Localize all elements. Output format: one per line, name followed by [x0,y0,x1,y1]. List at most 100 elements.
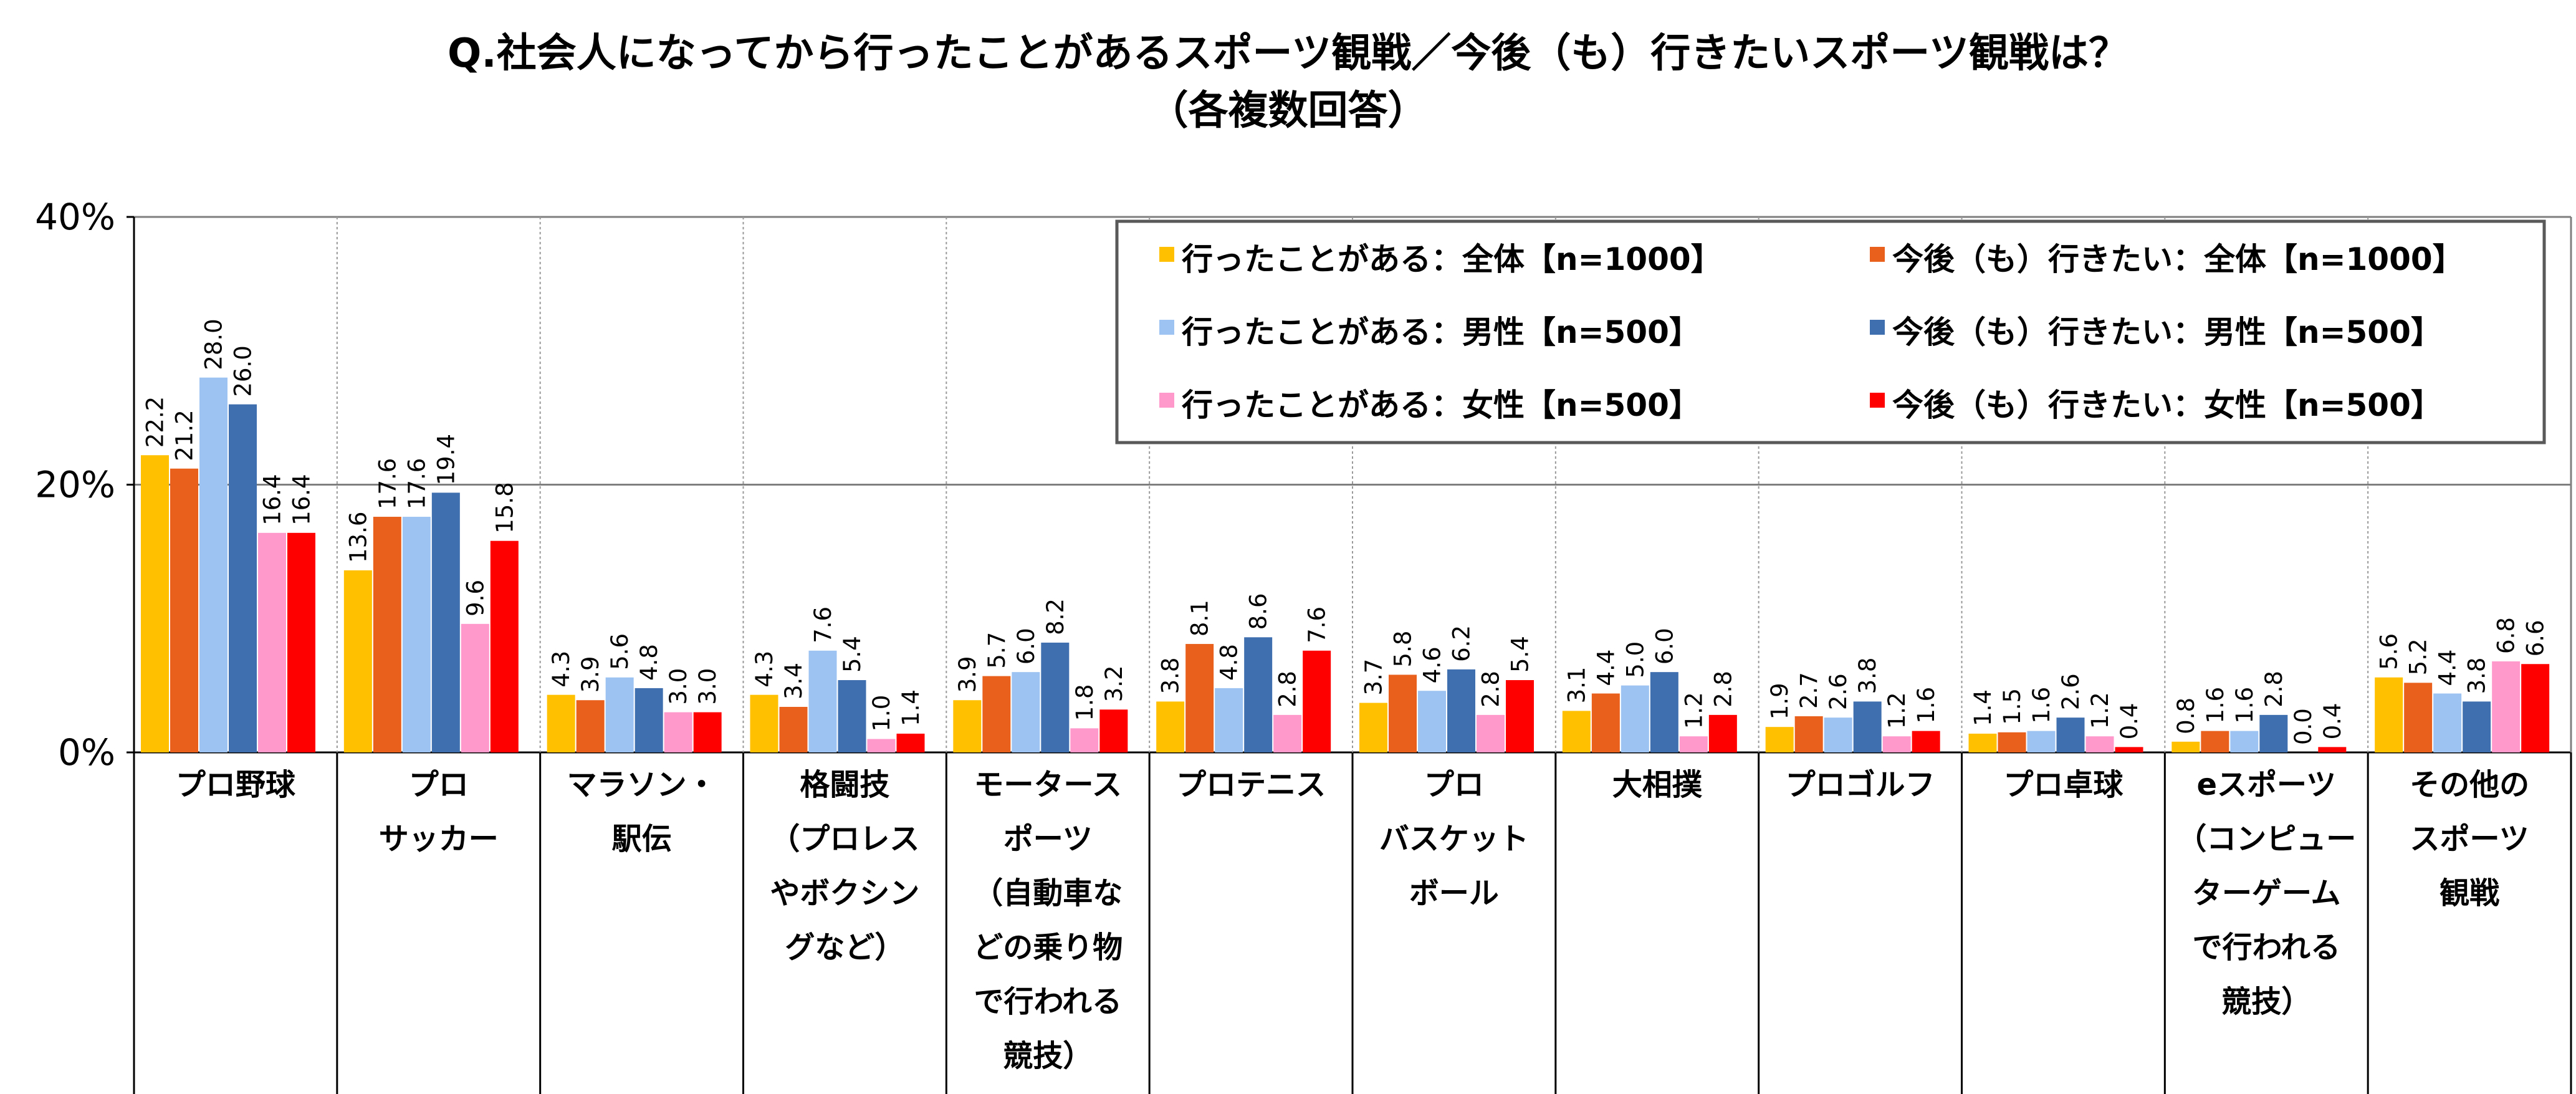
bar-9-series-2 [1794,716,1823,752]
data-label: 2.8 [1275,671,1301,708]
bar-2-series-2 [373,517,401,752]
bar-9-series-5 [1882,736,1911,752]
bar-3-series-2 [576,700,605,752]
data-label: 6.0 [1651,628,1678,665]
bar-1-series-1 [141,455,169,752]
chart-title-line-2: （各複数回答） [1148,88,1428,134]
category-label-line: モータース [974,767,1122,802]
data-label: 3.8 [1157,658,1184,694]
data-label: 4.8 [1216,644,1243,681]
bar-10-series-3 [2027,731,2056,752]
data-label: 6.0 [1013,628,1040,665]
legend-swatch-5 [1159,393,1174,408]
bar-5-series-3 [1012,672,1040,752]
bar-9-series-3 [1824,717,1852,752]
bars [141,377,2550,752]
data-label: 1.4 [1970,689,1996,726]
data-label: 2.8 [2261,671,2287,708]
bar-12-series-4 [2463,701,2491,752]
category-label-line: プロテニス [1176,767,1326,802]
category-label-line: グなど） [785,930,904,965]
data-label: 5.4 [1507,636,1534,673]
data-label: 1.6 [2231,687,2258,724]
data-label: 6.2 [1448,625,1475,662]
bar-3-series-6 [693,712,722,752]
bar-8-series-1 [1562,711,1591,752]
bar-1-series-4 [229,404,257,752]
category-label-line: （プロレス [770,822,919,856]
legend-label-4: 今後（も）行きたい：男性【n=500】 [1892,314,2442,350]
category-label-line: ボール [1409,876,1499,911]
category-label-line: 大相撲 [1612,767,1703,802]
data-label: 1.9 [1766,683,1793,719]
bar-12-series-1 [2375,677,2403,752]
data-label: 2.8 [1478,671,1505,708]
bar-6-series-2 [1185,644,1214,752]
category-label-line: 駅伝 [612,822,672,856]
category-label-line: プロ [1424,767,1484,802]
bar-5-series-1 [953,700,982,752]
data-label: 1.4 [898,689,924,726]
bar-2-series-3 [402,517,431,752]
bar-1-series-5 [258,532,286,752]
data-label: 8.2 [1042,598,1069,635]
bar-7-series-2 [1389,674,1417,752]
data-label: 3.2 [1101,665,1128,702]
data-label: 3.9 [577,656,604,693]
category-label-line: プロゴルフ [1786,767,1935,802]
data-label: 2.6 [2057,673,2084,710]
data-label: 0.0 [2290,708,2317,745]
bar-3-series-1 [547,694,575,752]
category-label: マラソン・駅伝 [567,767,717,856]
legend-label-1: 行ったことがある：全体【n=1000】 [1182,241,1722,277]
data-label: 5.6 [2376,633,2403,670]
bar-4-series-5 [867,739,896,752]
data-labels: 22.213.64.3 4.3 3.9 3.8 3.7 3.1 1.9 1.4 0.85.621… [142,319,2549,745]
bar-3-series-5 [664,712,692,752]
data-label: 5.6 [606,633,633,670]
bar-6-series-3 [1215,688,1243,752]
category-label: プロ卓球 [2003,767,2124,802]
bar-7-series-5 [1477,714,1505,752]
chart-title-line-1: Q.社会人になってから行ったことがあるスポーツ観戦／今後（も）行きたいスポーツ観… [448,31,2128,77]
bar-8-series-2 [1591,693,1620,752]
category-label-line: プロ [409,767,469,802]
chart-title: Q.社会人になってから行ったことがあるスポーツ観戦／今後（も）行きたいスポーツ観… [0,25,2576,140]
data-label: 28.0 [201,319,227,370]
data-label: 2.6 [1825,673,1852,710]
data-label: 15.8 [491,482,518,533]
bar-10-series-5 [2085,736,2114,752]
data-label: 17.6 [403,458,430,509]
bar-12-series-6 [2521,664,2550,752]
bar-5-series-5 [1070,728,1099,752]
bar-11-series-4 [2259,714,2288,752]
category-label: プロテニス [1176,767,1326,802]
category-label-line: バスケット [1379,822,1529,856]
data-label: 4.4 [2435,650,2461,686]
legend-label-2: 今後（も）行きたい：全体【n=1000】 [1892,241,2464,277]
data-label: 19.4 [433,434,459,485]
data-label: 22.2 [142,396,169,448]
bar-7-series-6 [1506,680,1534,752]
category-label-line: 観戦 [2440,876,2499,911]
data-label: 3.9 [954,656,981,693]
legend-swatch-4 [1870,320,1885,335]
category-label-line: ターゲーム [2192,876,2341,911]
bar-2-series-4 [431,492,460,752]
x-axis: プロ野球 プロサッカーマラソン・駅伝格闘技（プロレスやボクシングなど）モータースポ… [133,752,2572,1094]
bar-3-series-3 [605,677,634,752]
bar-2-series-6 [490,540,519,752]
bar-10-series-6 [2115,747,2143,752]
bar-1-series-2 [170,468,198,752]
category-label-line: 競技） [2221,984,2311,1019]
data-label: 4.6 [1419,646,1446,683]
legend-label-5: 行ったことがある：女性【n=500】 [1182,387,1700,423]
legend: 行ったことがある：全体【n=1000】 今後（も）行きたい：全体【n=1000】行… [1115,219,2546,444]
category-label-line: （コンピュー [2176,822,2356,856]
bar-4-series-6 [896,733,925,752]
data-label: 3.8 [2464,658,2491,694]
y-axis: 0% 20% 40% [35,196,135,774]
data-label: 1.6 [2028,687,2055,724]
category-label-line: ポーツ [1003,822,1093,856]
